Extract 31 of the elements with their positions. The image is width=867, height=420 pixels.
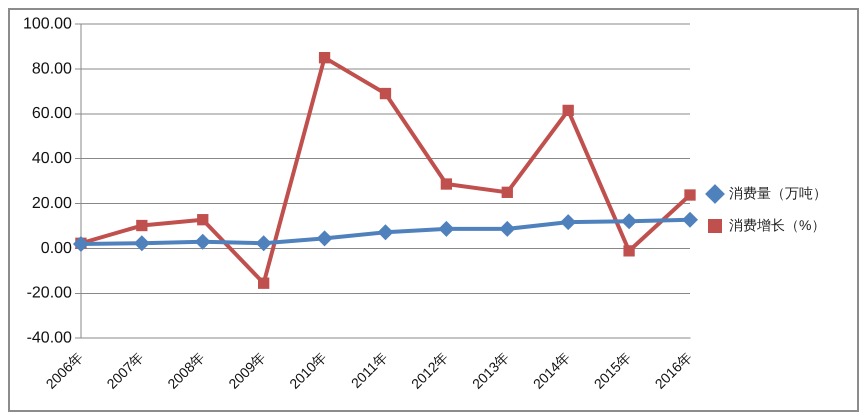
point (502, 186, 513, 198)
point (318, 52, 330, 64)
point (136, 220, 148, 232)
y-tick-label: 0.00 (40, 240, 72, 257)
y-tick-label: 40.00 (32, 150, 72, 168)
point (682, 212, 698, 228)
point (258, 278, 270, 289)
point (623, 245, 635, 257)
legend-label: 消费量（万吨） (729, 184, 827, 201)
y-tick-label: 80.00 (32, 60, 72, 78)
point (380, 88, 392, 100)
point (72, 236, 89, 252)
y-tick-label: 60.00 (32, 105, 72, 122)
point (197, 214, 208, 226)
point (438, 220, 454, 237)
point (194, 234, 211, 250)
y-tick-label: -20.00 (26, 284, 72, 302)
point (562, 104, 574, 116)
point (377, 224, 394, 240)
point (256, 235, 272, 252)
y-tick-label: 100.00 (23, 15, 72, 32)
legend-label: 消费增长（%） (729, 216, 826, 233)
point (560, 214, 576, 230)
point (499, 220, 516, 237)
point (134, 235, 150, 252)
point (440, 178, 452, 190)
point (621, 213, 638, 230)
y-tick-label: -40.00 (26, 330, 72, 347)
point (316, 230, 333, 246)
point (684, 189, 696, 201)
y-tick-label: 20.00 (32, 194, 72, 212)
